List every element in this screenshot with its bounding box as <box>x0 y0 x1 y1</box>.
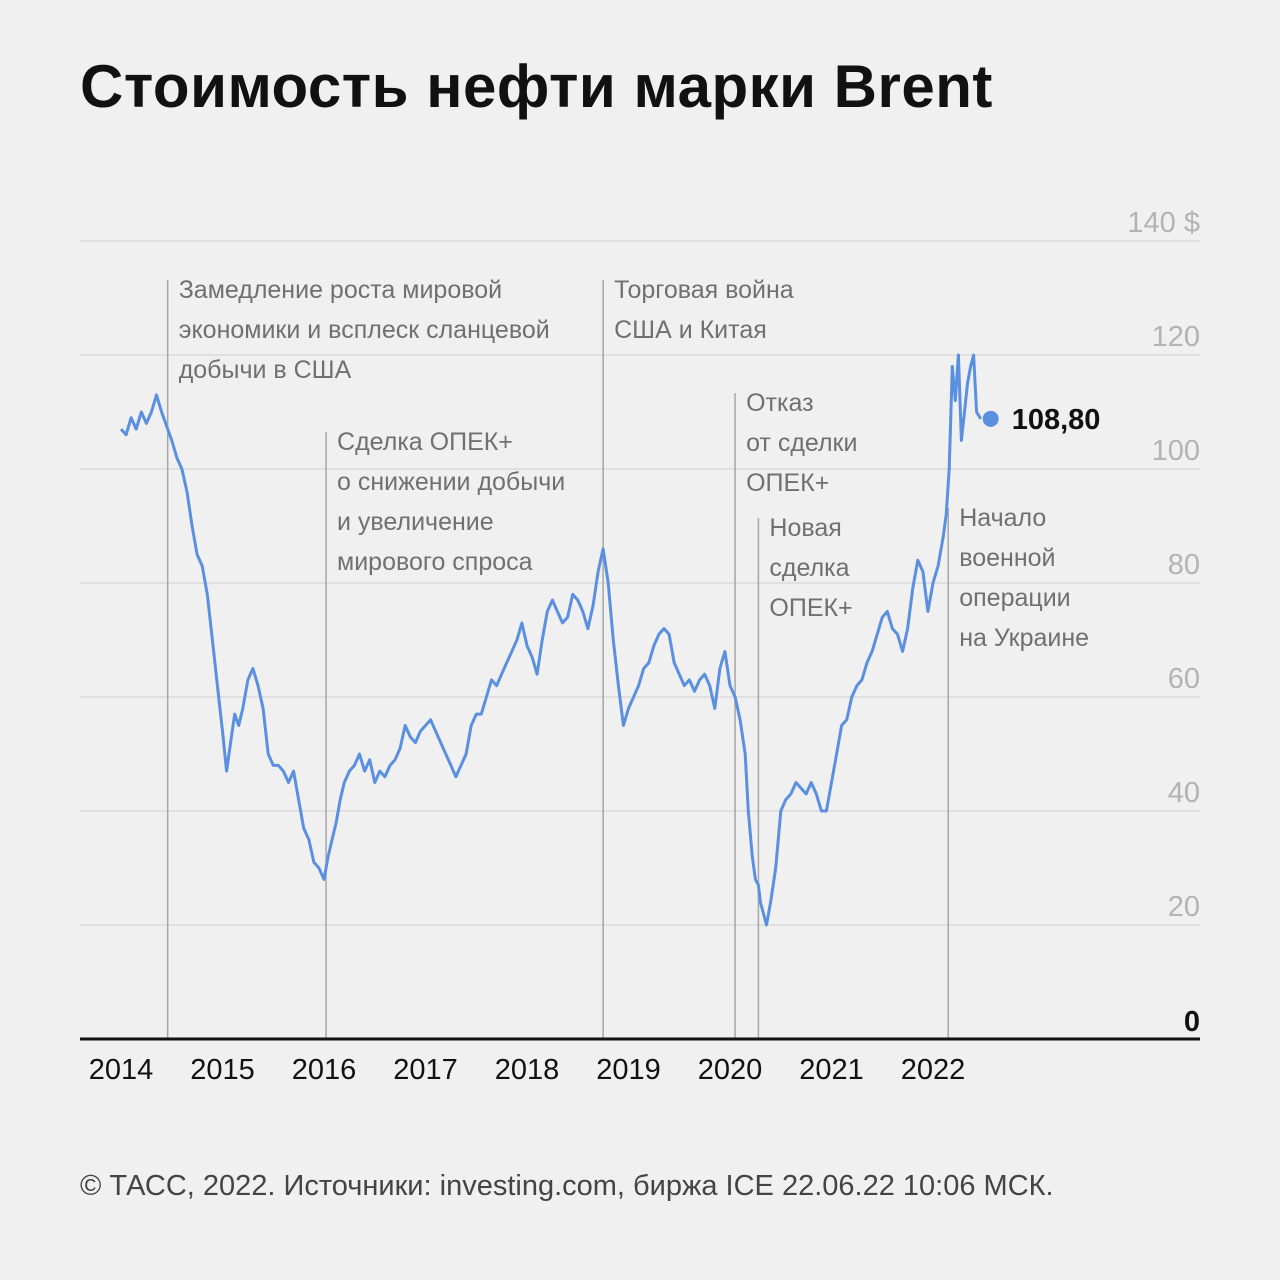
event-label: и увеличение <box>337 508 494 536</box>
event-label: Начало <box>959 504 1046 532</box>
y-tick-label: 80 <box>1168 549 1200 581</box>
y-tick-label: 20 <box>1168 891 1200 923</box>
x-tick-label: 2022 <box>901 1054 966 1086</box>
x-tick-label: 2016 <box>292 1054 357 1086</box>
event-label: ОПЕК+ <box>769 594 852 622</box>
x-tick-label: 2018 <box>495 1054 560 1086</box>
event-lines <box>166 280 949 1039</box>
grid-lines <box>80 240 1200 926</box>
x-tick-label: 2020 <box>698 1054 763 1086</box>
event-label: военной <box>959 544 1055 572</box>
event-label: Отказ <box>746 389 813 417</box>
annotations: Замедление роста мировой экономики и вспл… <box>179 276 1089 652</box>
event-label: ОПЕК+ <box>746 469 829 497</box>
event-label: добычи в США <box>179 356 352 384</box>
event-label: на Украине <box>959 624 1089 652</box>
event-label: Новая <box>769 514 841 542</box>
price-line <box>119 353 982 927</box>
x-tick-label: 2014 <box>89 1054 154 1086</box>
event-label: Сделка ОПЕК+ <box>337 428 513 456</box>
y-tick-label: 100 <box>1152 435 1200 467</box>
y-tick-label: 120 <box>1152 321 1200 353</box>
chart-title: Стоимость нефти марки Brent <box>80 53 993 120</box>
event-label: мирового спроса <box>337 548 533 576</box>
last-value-dot <box>982 410 999 427</box>
source-note: © ТАСС, 2022. Источники: investing.com, … <box>80 1170 1054 1202</box>
event-label: операции <box>959 584 1070 612</box>
x-tick-label: 2017 <box>393 1054 458 1086</box>
event-label: сделка <box>769 554 849 582</box>
event-label: Торговая война <box>614 276 794 304</box>
event-label: экономики и всплеск сланцевой <box>179 316 550 344</box>
last-value-label: 108,80 <box>1012 404 1101 436</box>
event-label: о снижении добычи <box>337 468 565 496</box>
event-label: США и Китая <box>614 316 767 344</box>
x-tick-label: 2021 <box>799 1054 864 1086</box>
x-tick-label: 2015 <box>190 1054 255 1086</box>
event-label: Замедление роста мировой <box>179 276 502 304</box>
x-tick-label: 2019 <box>596 1054 661 1086</box>
y-tick-label: 140 $ <box>1127 207 1200 239</box>
price-series: 108,80 <box>119 353 1101 927</box>
y-tick-label: 40 <box>1168 777 1200 809</box>
event-label: от сделки <box>746 429 857 457</box>
y-tick-label: 60 <box>1168 663 1200 695</box>
axes: 0 20 40 60 80 100 120 140 $ 2014 2015 2016 2017 2018… <box>80 207 1200 1086</box>
y-tick-label: 0 <box>1184 1006 1200 1038</box>
